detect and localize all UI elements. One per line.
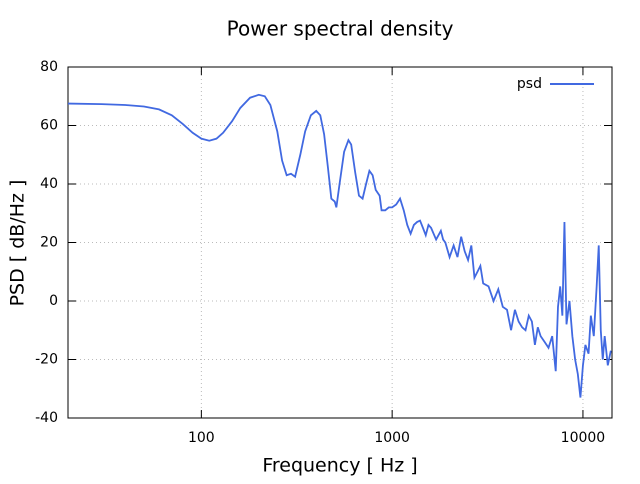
chart-title: Power spectral density bbox=[227, 17, 454, 41]
data-line bbox=[67, 93, 612, 398]
y-tick-label: -20 bbox=[35, 352, 58, 368]
y-tick-label: 20 bbox=[40, 235, 58, 251]
y-tick-label: 40 bbox=[40, 176, 58, 192]
x-axis-label: Frequency [ Hz ] bbox=[262, 455, 417, 477]
x-tick-label: 1000 bbox=[374, 430, 410, 446]
y-axis-label: PSD [ dB/Hz ] bbox=[7, 180, 29, 307]
y-tick-label: -40 bbox=[35, 410, 58, 426]
legend-label: psd bbox=[517, 76, 542, 92]
y-tick-label: 0 bbox=[49, 293, 58, 309]
x-tick-label: 10000 bbox=[561, 430, 606, 446]
y-tick-label: 60 bbox=[40, 118, 58, 134]
x-tick-label: 100 bbox=[188, 430, 215, 446]
plot-frame bbox=[67, 66, 613, 419]
y-tick-label: 80 bbox=[40, 59, 58, 75]
